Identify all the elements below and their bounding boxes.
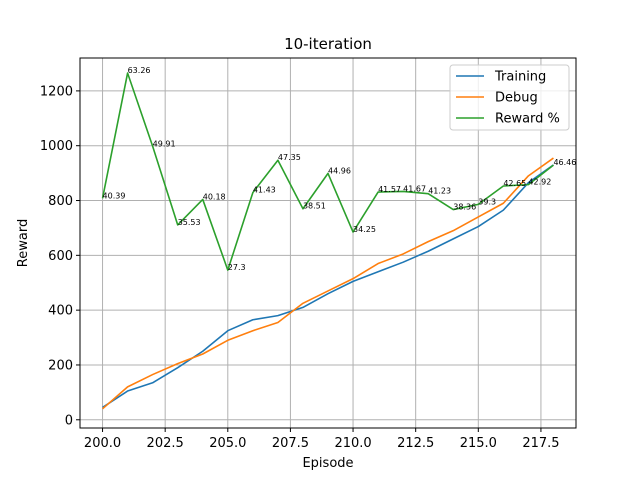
chart-title: 10-iteration bbox=[284, 35, 372, 53]
data-label: 41.23 bbox=[428, 187, 451, 196]
x-axis: 200.0 202.5 205.0 207.5 210.0 212.5 215.0 217.5 bbox=[84, 428, 560, 451]
data-label: 38.36 bbox=[453, 203, 476, 212]
x-tick-label: 200.0 bbox=[84, 436, 121, 451]
data-label: 41.57 bbox=[378, 185, 401, 194]
plot-frame bbox=[79, 57, 577, 429]
y-tick-label: 1000 bbox=[40, 139, 73, 154]
data-label: 35.53 bbox=[178, 218, 201, 227]
y-tick-label: 800 bbox=[48, 194, 73, 209]
series-line-debug bbox=[102, 157, 554, 410]
x-axis-label: Episode bbox=[302, 456, 353, 471]
data-label: 46.46 bbox=[553, 158, 576, 167]
data-label: 49.91 bbox=[153, 139, 176, 148]
x-tick-label: 212.5 bbox=[397, 436, 434, 451]
y-tick-label: 0 bbox=[65, 413, 73, 428]
series-layer bbox=[101, 72, 554, 410]
y-tick-label: 400 bbox=[48, 304, 73, 319]
data-label: 38.51 bbox=[303, 202, 326, 211]
data-label: 39.3 bbox=[478, 197, 496, 206]
series-line-reward bbox=[101, 72, 554, 271]
data-labels: 40.39 63.26 49.91 35.53 40.18 27.3 41.43 47.35 3… bbox=[103, 66, 577, 272]
y-tick-label: 200 bbox=[48, 358, 73, 373]
legend: Training Debug Reward % bbox=[449, 64, 570, 131]
data-label: 27.3 bbox=[228, 263, 246, 272]
data-label: 42.65 bbox=[503, 179, 526, 188]
y-tick-label: 600 bbox=[48, 249, 73, 264]
data-label: 40.18 bbox=[203, 192, 226, 201]
y-axis-label: Reward bbox=[16, 219, 31, 267]
x-tick-label: 210.0 bbox=[334, 436, 371, 451]
x-tick-label: 202.5 bbox=[147, 436, 184, 451]
x-tick-label: 205.0 bbox=[209, 436, 246, 451]
data-label: 41.67 bbox=[403, 184, 426, 193]
data-label: 40.39 bbox=[103, 191, 126, 200]
x-tick-label: 217.5 bbox=[522, 436, 559, 451]
y-axis: 0 200 400 600 800 1000 1200 bbox=[40, 84, 80, 428]
data-label: 34.25 bbox=[353, 225, 376, 234]
data-label: 44.96 bbox=[328, 166, 351, 175]
grid bbox=[80, 58, 576, 428]
data-label: 42.92 bbox=[528, 178, 551, 187]
legend-label: Debug bbox=[495, 91, 538, 106]
legend-box bbox=[449, 64, 570, 131]
legend-label: Training bbox=[494, 70, 546, 85]
y-tick-label: 1200 bbox=[40, 84, 73, 99]
x-tick-label: 215.0 bbox=[460, 436, 497, 451]
legend-label: Reward % bbox=[495, 112, 560, 127]
data-label: 63.26 bbox=[128, 66, 151, 75]
x-tick-label: 207.5 bbox=[272, 436, 309, 451]
series-line-training bbox=[102, 164, 554, 409]
data-label: 47.35 bbox=[278, 153, 301, 162]
data-label: 41.43 bbox=[253, 186, 276, 195]
